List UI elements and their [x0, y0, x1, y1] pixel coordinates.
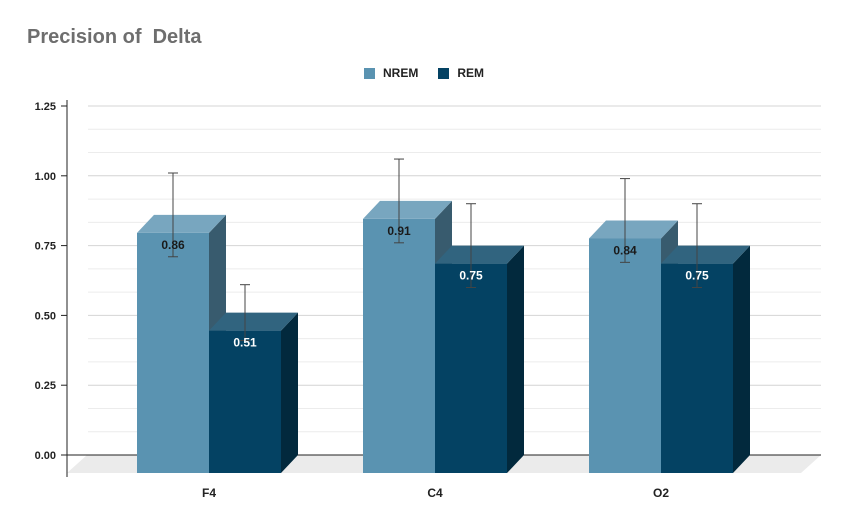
legend-swatch-nrem: [363, 67, 375, 79]
legend-label-nrem: NREM: [382, 66, 419, 80]
y-tick-label: 1.25: [35, 101, 56, 113]
data-label: 0.75: [459, 269, 483, 283]
x-tick-label: O2: [653, 486, 669, 500]
bar-nrem-f4: [137, 232, 209, 473]
y-tick-label: 1.00: [35, 171, 56, 183]
bar-rem-c4: [435, 263, 507, 473]
x-tick-label: F4: [202, 486, 216, 500]
bar-rem-o2: [661, 263, 733, 473]
data-label: 0.51: [233, 336, 257, 350]
bar-side-rem-c4: [507, 245, 524, 473]
data-label: 0.86: [161, 238, 185, 252]
x-tick-label: C4: [427, 486, 443, 500]
chart-title: Precision of Delta: [27, 26, 202, 48]
data-label: 0.91: [387, 224, 411, 238]
bar-top-nrem-c4: [363, 200, 452, 219]
y-tick-label: 0.00: [35, 450, 56, 462]
legend-label-rem: REM: [457, 66, 484, 80]
bar-top-nrem-f4: [137, 214, 226, 233]
bar-top-rem-f4: [209, 312, 298, 331]
data-label: 0.75: [685, 269, 709, 283]
y-tick-label: 0.50: [35, 310, 56, 322]
bar-side-rem-f4: [281, 312, 298, 473]
legend: NREM REM: [0, 66, 848, 80]
y-tick-label: 0.25: [35, 380, 56, 392]
bar-side-rem-o2: [733, 245, 750, 473]
bar-top-rem-c4: [435, 245, 524, 264]
legend-item-nrem: NREM: [363, 66, 419, 80]
legend-item-rem: REM: [438, 66, 484, 80]
y-tick-label: 0.75: [35, 241, 56, 253]
bar-nrem-c4: [363, 218, 435, 473]
legend-swatch-rem: [438, 67, 450, 79]
data-label: 0.84: [613, 243, 637, 257]
bar-top-rem-o2: [661, 245, 750, 264]
bar-top-nrem-o2: [589, 220, 678, 239]
bar-nrem-o2: [589, 238, 661, 473]
bar-rem-f4: [209, 330, 281, 473]
